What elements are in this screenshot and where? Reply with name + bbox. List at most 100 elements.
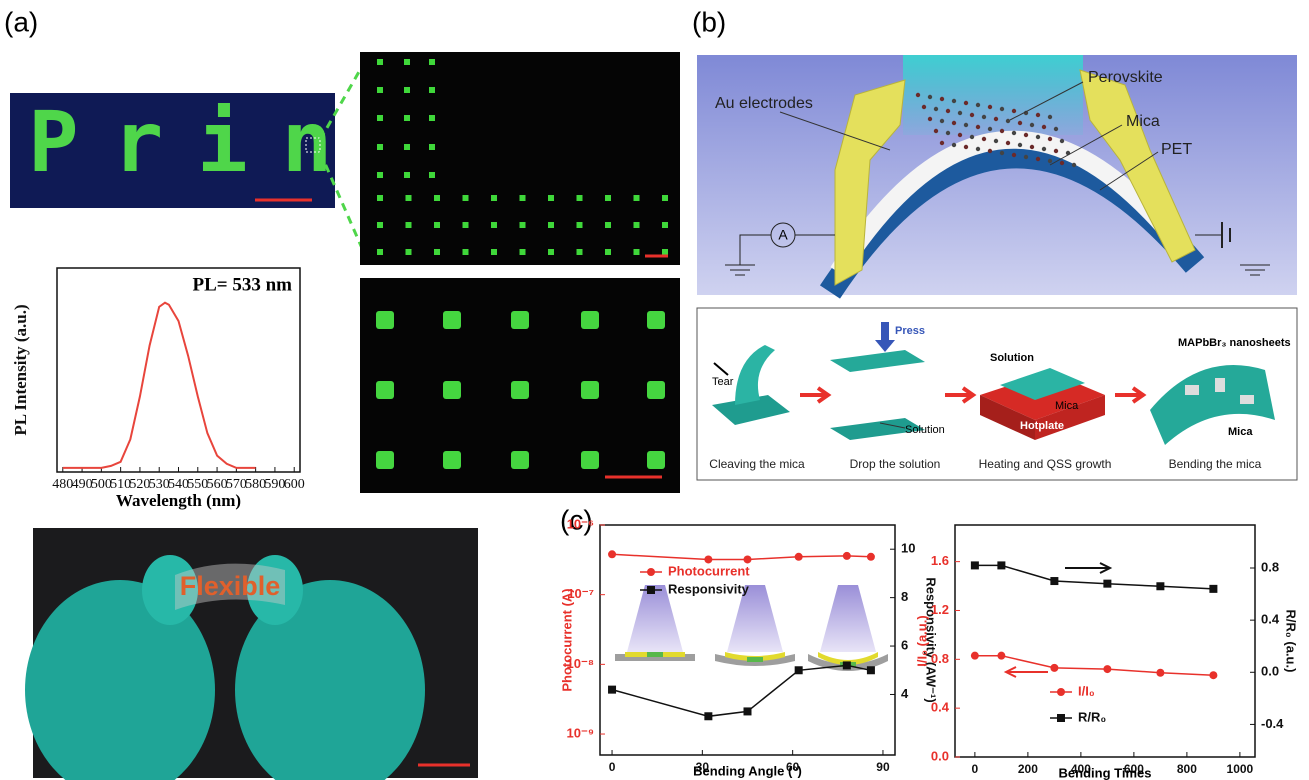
crystal [1053,148,1059,154]
label: Mica [1055,400,1079,412]
dot [548,195,554,201]
dot [377,115,383,121]
crystal [1035,112,1041,118]
wire [739,234,771,265]
y-tick-label: 0.8 [931,651,949,666]
print-text: Print [28,93,451,191]
x-axis-label: Bending Times [1059,765,1152,780]
dot-image [360,52,680,265]
crystal [1035,156,1041,162]
y2-tick-label: 6 [901,637,908,652]
dot [662,222,668,228]
mica-sheet [1000,368,1085,400]
label: Solution [990,352,1034,364]
dot [576,195,583,201]
dot [429,59,435,65]
step-caption: Drop the solution [850,457,941,471]
dot [404,172,410,178]
y-axis-label: Photocurrent (A) [559,588,574,691]
crystal [993,116,999,122]
series-line [974,564,1214,590]
step-caption: Heating and QSS growth [979,457,1112,471]
dot [576,222,583,228]
dot [605,222,611,228]
crystal [1047,158,1053,164]
x-tick-label: 510 [110,477,131,492]
y2-axis-label: Responsivity (AW⁻¹) [924,577,939,702]
mica-sheet [830,418,925,440]
dot [519,249,526,255]
dot [581,311,599,329]
legend-label: R/R₀ [1078,709,1106,724]
dot [491,195,497,201]
x-tick-label: 550 [187,477,208,492]
dot [576,249,583,255]
dot [405,222,412,228]
x-tick-label: 600 [284,477,305,492]
dot [491,249,497,255]
crystal [951,120,957,126]
arrow [713,362,729,376]
dot [376,381,394,399]
series-line [611,664,872,718]
x-tick-label: 560 [207,477,228,492]
marker [1156,582,1165,591]
crystal [1005,140,1011,146]
dot [491,222,497,228]
label: Hotplate [1020,420,1064,432]
ground [725,264,755,276]
dot [377,195,383,201]
leader-line [1009,81,1084,121]
light-cone [727,585,783,652]
dot [462,222,469,228]
dot [581,381,599,399]
y-tick-label: 10⁻⁶ [567,516,594,531]
y2-tick-label: 10 [901,541,915,556]
marker [842,661,851,670]
light-cone [627,585,683,652]
mica-sheet [712,395,790,425]
y2-tick-label: 4 [901,686,909,701]
glove [142,555,198,625]
y-tick-label: 10⁻⁷ [567,586,594,601]
x-tick-label: 530 [149,477,170,492]
step-arrow [1115,386,1147,404]
mica-sheet [735,345,775,405]
crystal [1011,108,1017,114]
crystal [969,112,975,118]
light-beam [903,55,1083,135]
leader-line [779,111,891,151]
x-tick-label: 800 [1177,762,1197,776]
crystal [1023,154,1029,160]
crystal [987,104,993,110]
dot [404,59,410,65]
mica-sheet [1150,365,1275,445]
dot [443,381,461,399]
ammeter-label: A [778,227,788,243]
plot-frame [56,267,301,473]
crystal [945,108,951,114]
perovskite [915,92,1077,168]
axis-arrow [1065,562,1113,574]
label: MAPbBr₃ nanosheets [1178,337,1291,349]
dot [662,195,668,201]
inset [615,585,888,671]
legend-marker [647,568,655,576]
crystal [939,118,945,124]
y-axis-label: PL Intensity (a.u.) [11,304,30,435]
series-line [611,553,871,561]
crystal [987,148,993,154]
y2-axis-label: R/R₀ (a.u.) [1284,610,1299,673]
dot [443,311,461,329]
label: Au electrodes [715,95,813,112]
crystal [963,144,969,150]
zoom-box [305,137,321,153]
marker [704,555,713,564]
legend-marker [1057,714,1065,722]
marker [1209,584,1218,593]
crystal [921,104,927,110]
marker [866,552,875,561]
crystal [1059,160,1065,166]
marker [1050,663,1059,672]
crystal [1053,126,1059,132]
